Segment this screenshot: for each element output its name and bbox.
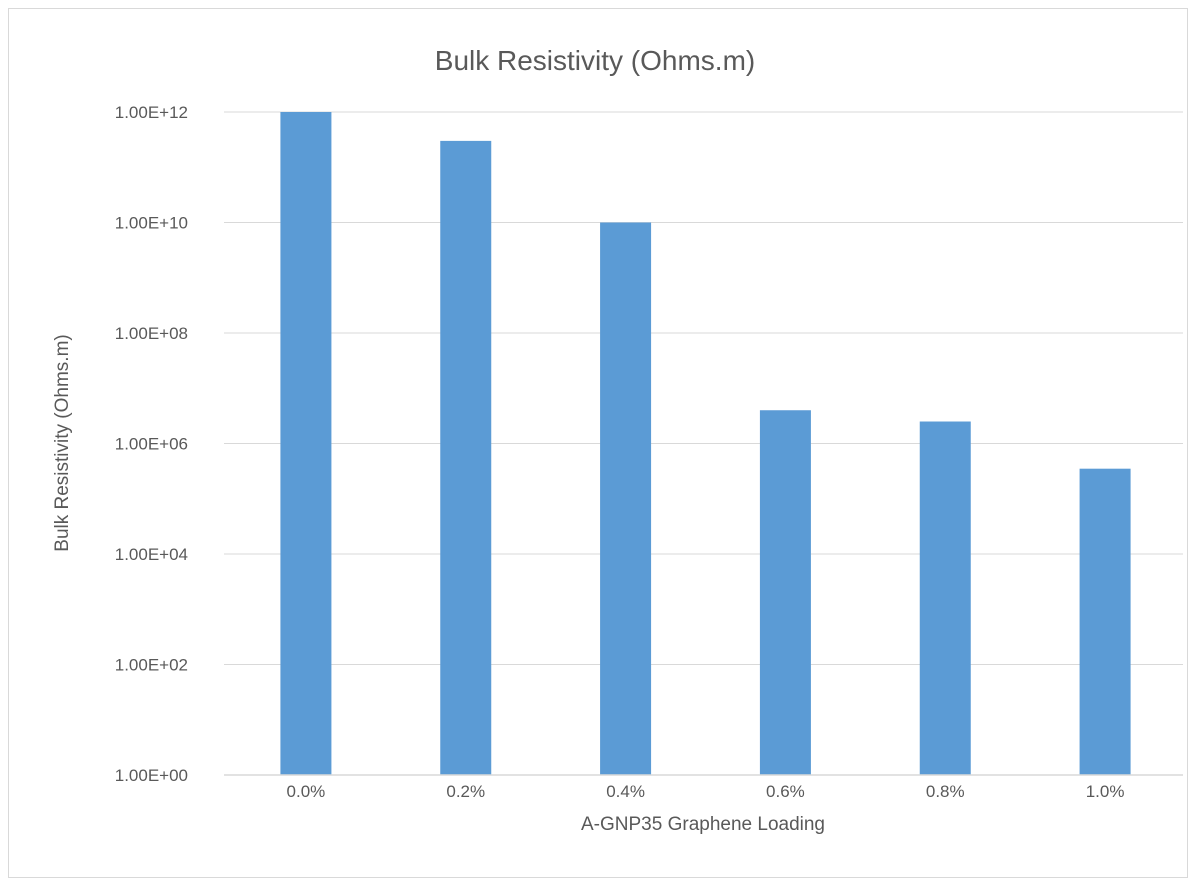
y-tick-label: 1.00E+04 <box>115 545 188 564</box>
x-tick-label: 0.0% <box>287 782 326 801</box>
bar <box>440 140 492 776</box>
x-axis-ticks: 0.0% 0.2% 0.4% 0.6% 0.8% 1.0% <box>287 782 1125 801</box>
y-axis-ticks: 1.00E+00 1.00E+02 1.00E+04 1.00E+06 1.00E+08… <box>115 103 188 785</box>
bar <box>600 222 652 775</box>
y-axis-title: Bulk Resistivity (Ohms.m) <box>52 334 73 551</box>
x-tick-label: 0.6% <box>766 782 805 801</box>
chart-title: Bulk Resistivity (Ohms.m) <box>435 45 755 76</box>
y-tick-label: 1.00E+08 <box>115 324 188 343</box>
y-tick-label: 1.00E+02 <box>115 656 188 675</box>
y-tick-label: 1.00E+10 <box>115 214 188 233</box>
y-tick-label: 1.00E+06 <box>115 435 188 454</box>
x-tick-label: 0.8% <box>926 782 965 801</box>
bars <box>280 112 1131 776</box>
bar <box>1079 468 1131 775</box>
x-axis-title: A-GNP35 Graphene Loading <box>581 814 825 835</box>
bar <box>919 421 971 775</box>
bar <box>759 410 811 775</box>
x-tick-label: 1.0% <box>1086 782 1125 801</box>
y-tick-label: 1.00E+00 <box>115 766 188 785</box>
x-tick-label: 0.2% <box>446 782 485 801</box>
y-tick-label: 1.00E+12 <box>115 103 188 122</box>
gridlines <box>224 111 1183 665</box>
bar <box>280 112 332 775</box>
x-tick-label: 0.4% <box>606 782 645 801</box>
